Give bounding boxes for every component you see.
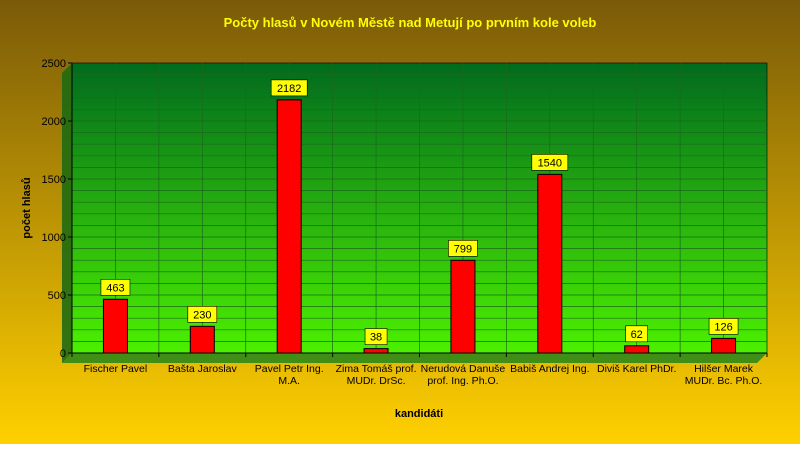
data-label-box xyxy=(270,79,308,97)
x-tick-label: Nerudová Danuše prof. Ing. Ph.O. xyxy=(421,363,506,387)
y-tick-label: 1500 xyxy=(42,174,66,186)
data-label-box xyxy=(625,325,648,343)
bar xyxy=(189,325,215,354)
x-tick-label: Pavel Petr Ing. M.A. xyxy=(255,363,324,387)
data-label-box xyxy=(364,328,388,345)
data-label: 38 xyxy=(370,332,382,344)
y-tick-label: 2500 xyxy=(42,58,66,70)
bar xyxy=(276,99,302,354)
bar xyxy=(450,259,476,354)
chart-title: Počty hlasů v Novém Městě nad Metují po … xyxy=(224,15,597,30)
data-label-box xyxy=(187,306,218,323)
y-tick-label: 500 xyxy=(48,290,66,302)
x-tick-label: Fischer Pavel xyxy=(84,363,148,375)
bar xyxy=(711,337,737,354)
data-label-box xyxy=(708,318,739,335)
bar xyxy=(537,173,563,354)
data-label-box xyxy=(448,240,478,257)
x-tick-label: Bašta Jaroslav xyxy=(168,363,238,375)
data-label: 463 xyxy=(106,282,124,294)
x-tick-label: Babiš Andrej Ing. xyxy=(510,363,589,375)
y-axis-label: počet hlasů xyxy=(21,177,33,238)
x-axis-ticks: Fischer Pavel Bašta Jaroslav Pavel Petr In… xyxy=(71,353,768,387)
gridlines xyxy=(72,63,767,353)
data-label: 1540 xyxy=(538,157,562,169)
y-tick-label: 1000 xyxy=(42,232,66,244)
data-label: 230 xyxy=(193,309,211,321)
data-label: 799 xyxy=(454,243,472,255)
bar xyxy=(363,348,389,354)
bar xyxy=(102,298,128,354)
y-tick-label: 0 xyxy=(60,348,66,360)
x-tick-label: Diviš Karel PhDr. xyxy=(597,363,676,375)
data-label: 2182 xyxy=(277,83,301,95)
plot-floor xyxy=(62,353,767,363)
x-tick-label: Hilšer Marek MUDr. Bc. Ph.O. xyxy=(685,363,763,387)
data-labels: 463 230 2182 38 799 1540 62 126 xyxy=(100,79,739,345)
plot-side-wall xyxy=(62,63,72,363)
y-axis-ticks: 0 500 1000 1500 2000 2500 xyxy=(42,58,72,360)
data-label: 62 xyxy=(631,329,643,341)
data-label-box xyxy=(100,278,131,296)
x-tick-label: Zima Tomáš prof. MUDr. DrSc. xyxy=(336,363,417,387)
y-tick-label: 2000 xyxy=(42,116,66,128)
bar xyxy=(624,345,650,354)
x-axis-label: kandidáti xyxy=(395,408,443,420)
bars xyxy=(102,99,737,354)
data-label: 126 xyxy=(714,321,732,333)
data-label-box xyxy=(531,154,569,171)
